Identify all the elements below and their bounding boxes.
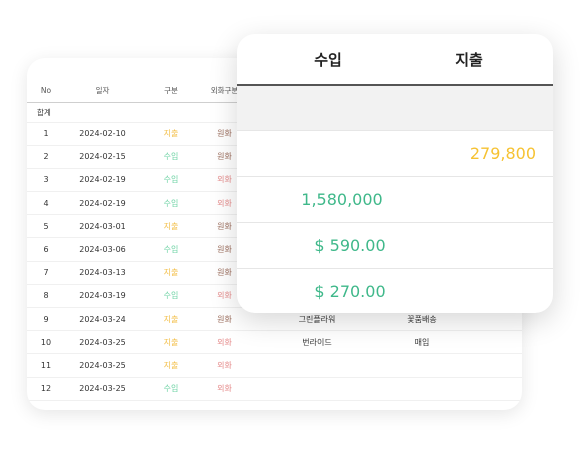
row-blank <box>457 330 522 355</box>
row-no: 4 <box>27 191 65 216</box>
income-usd-value: $ 270.00 <box>314 282 386 301</box>
row-type: 수입 <box>140 191 202 216</box>
row-type: 수입 <box>140 377 202 401</box>
expense-krw-value: 279,800 <box>469 144 536 163</box>
row-date: 2024-03-01 <box>65 214 140 239</box>
row-currency: 원화 <box>202 122 247 146</box>
summary-row: 279,800 <box>237 131 553 177</box>
row-no: 7 <box>27 261 65 285</box>
row-currency: 외화 <box>202 284 247 309</box>
row-blank <box>457 307 522 332</box>
summary-row: $ 590.00 <box>237 223 553 269</box>
row-date: 2024-03-13 <box>65 261 140 285</box>
row-currency: 원화 <box>202 237 247 262</box>
row-currency: 원화 <box>202 145 247 169</box>
header-currency[interactable]: 외화구분 <box>202 80 247 103</box>
row-date: 2024-02-19 <box>65 168 140 193</box>
summary-header: 수입 지출 <box>237 34 553 86</box>
row-type: 수입 <box>140 284 202 309</box>
row-category: 매입 <box>387 330 457 355</box>
table-row[interactable]: 9 2024-03-24 지출 원화 그린플라워 꽃품배송 <box>27 307 522 332</box>
row-no: 6 <box>27 237 65 262</box>
row-date: 2024-03-25 <box>65 353 140 378</box>
row-type: 수입 <box>140 168 202 193</box>
row-type: 지출 <box>140 122 202 146</box>
row-date: 2024-03-19 <box>65 284 140 309</box>
row-currency: 외화 <box>202 353 247 378</box>
row-type: 지출 <box>140 330 202 355</box>
row-currency: 외화 <box>202 330 247 355</box>
row-vendor: 번라이드 <box>247 330 387 355</box>
income-usd-value: $ 590.00 <box>314 236 386 255</box>
row-currency: 원화 <box>202 214 247 239</box>
row-currency: 외화 <box>202 377 247 401</box>
row-no: 5 <box>27 214 65 239</box>
row-blank <box>457 377 522 401</box>
row-no: 11 <box>27 353 65 378</box>
row-category: 꽃품배송 <box>387 307 457 332</box>
row-date: 2024-03-24 <box>65 307 140 332</box>
summary-total-row <box>237 86 553 131</box>
row-date: 2024-02-10 <box>65 122 140 146</box>
row-date: 2024-02-19 <box>65 191 140 216</box>
row-type: 지출 <box>140 307 202 332</box>
expense-header: 지출 <box>455 51 483 69</box>
row-no: 1 <box>27 122 65 146</box>
row-date: 2024-02-15 <box>65 145 140 169</box>
row-no: 10 <box>27 330 65 355</box>
summary-row: $ 270.00 <box>237 269 553 313</box>
row-no: 12 <box>27 377 65 401</box>
header-no[interactable]: No <box>27 80 65 103</box>
summary-card: 수입 지출 279,800 1,580,000 $ 590.00 $ 270.0… <box>237 34 553 313</box>
row-type: 수입 <box>140 237 202 262</box>
row-no: 9 <box>27 307 65 332</box>
row-date: 2024-03-06 <box>65 237 140 262</box>
row-no: 3 <box>27 168 65 193</box>
row-currency: 원화 <box>202 307 247 332</box>
header-type[interactable]: 구분 <box>140 80 202 103</box>
row-date: 2024-03-25 <box>65 330 140 355</box>
row-category <box>387 377 457 401</box>
row-no: 2 <box>27 145 65 169</box>
row-date: 2024-03-25 <box>65 377 140 401</box>
row-blank <box>457 353 522 378</box>
table-row[interactable]: 12 2024-03-25 수입 외화 <box>27 377 522 401</box>
row-currency: 외화 <box>202 191 247 216</box>
income-krw-value: 1,580,000 <box>301 190 383 209</box>
table-row[interactable]: 10 2024-03-25 지출 외화 번라이드 매입 <box>27 330 522 355</box>
header-date[interactable]: 일자 <box>65 80 140 103</box>
table-row[interactable]: 11 2024-03-25 지출 외화 <box>27 353 522 378</box>
row-type: 지출 <box>140 261 202 285</box>
row-type: 지출 <box>140 214 202 239</box>
row-vendor: 그린플라워 <box>247 307 387 332</box>
row-type: 지출 <box>140 353 202 378</box>
summary-row: 1,580,000 <box>237 177 553 223</box>
row-vendor <box>247 377 387 401</box>
row-vendor <box>247 353 387 378</box>
row-category <box>387 353 457 378</box>
row-no: 8 <box>27 284 65 309</box>
row-type: 수입 <box>140 145 202 169</box>
row-currency: 원화 <box>202 261 247 285</box>
income-header: 수입 <box>314 51 342 69</box>
row-currency: 외화 <box>202 168 247 193</box>
